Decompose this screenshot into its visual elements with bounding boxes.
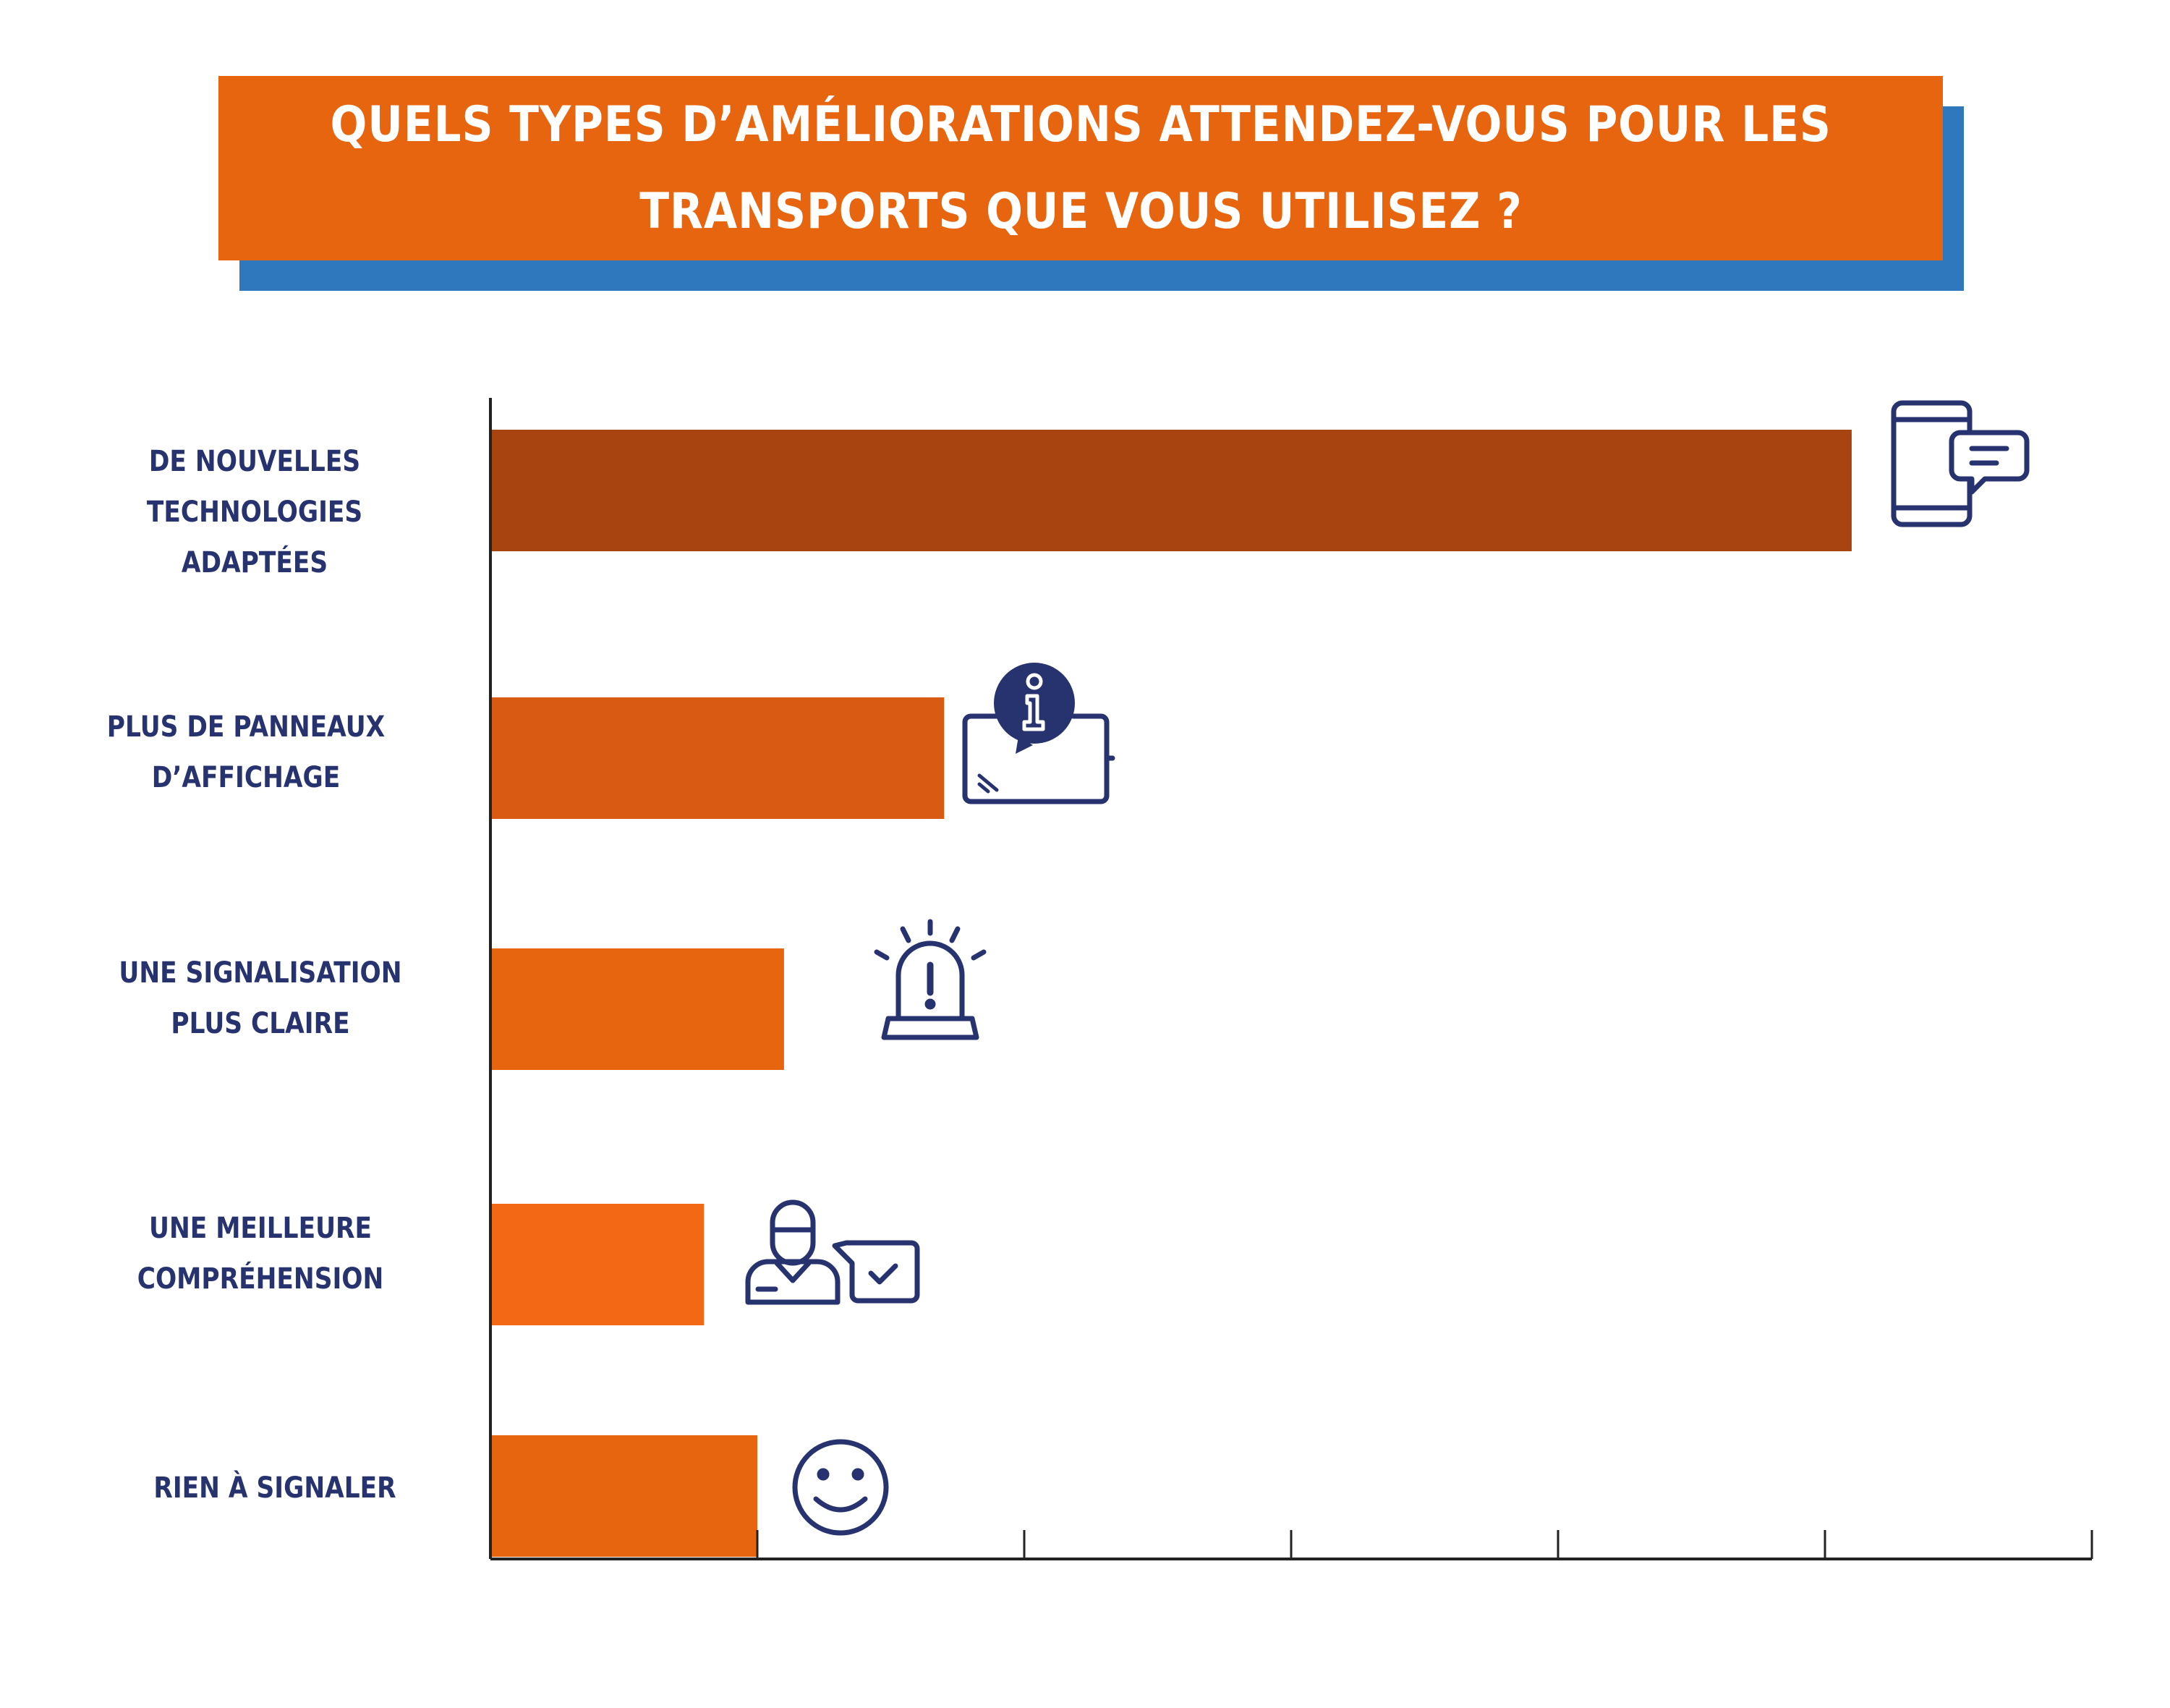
bar-3: [490, 948, 784, 1070]
title-banner: QUELS TYPES D’AMÉLIORATIONS ATTENDEZ-VOU…: [218, 76, 1943, 260]
category-label-signalisation: UNE SIGNALISATION PLUS CLAIRE: [98, 948, 422, 1049]
category-label-line: RIEN À SIGNALER: [153, 1471, 396, 1505]
category-label-line: UNE MEILLEURE: [149, 1212, 372, 1245]
category-label-rien: RIEN À SIGNALER: [113, 1463, 436, 1513]
category-label-comprehension: UNE MEILLEURE COMPRÉHENSION: [98, 1203, 422, 1304]
category-label-line: D’AFFICHAGE: [151, 761, 341, 794]
category-label-line: COMPRÉHENSION: [137, 1262, 384, 1296]
category-label-line: TECHNOLOGIES ADAPTÉES: [146, 496, 363, 579]
title-line-2: TRANSPORTS QUE VOUS UTILISEZ ?: [639, 182, 1523, 240]
info-display-icon: [962, 663, 1115, 804]
category-label-line: UNE SIGNALISATION: [119, 956, 402, 990]
person-chat-icon: [745, 1199, 920, 1305]
category-label-line: DE NOUVELLES: [148, 445, 361, 478]
smartphone-chat-icon: [1891, 400, 2030, 527]
title-line-1: QUELS TYPES D’AMÉLIORATIONS ATTENDEZ-VOU…: [330, 95, 1831, 153]
category-label-line: PLUS DE PANNEAUX: [106, 710, 386, 744]
category-label-line: PLUS CLAIRE: [171, 1007, 350, 1040]
bar-2: [490, 697, 945, 819]
smiley-icon: [792, 1439, 889, 1536]
bar-5: [490, 1435, 757, 1557]
category-label-panneaux: PLUS DE PANNEAUX D’AFFICHAGE: [84, 702, 407, 803]
category-label-technologies: DE NOUVELLES TECHNOLOGIES ADAPTÉES: [93, 436, 416, 588]
bar-1: [490, 430, 1852, 551]
bar-4: [490, 1204, 705, 1325]
alarm-light-icon: [874, 919, 987, 1040]
